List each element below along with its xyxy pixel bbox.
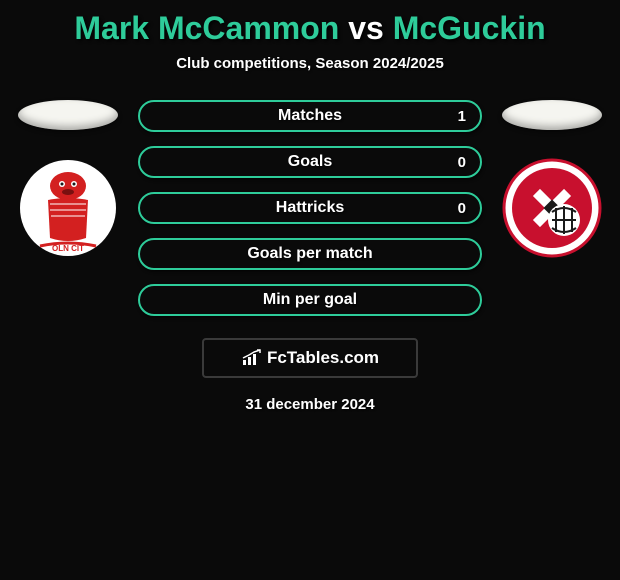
subtitle: Club competitions, Season 2024/2025 xyxy=(0,55,620,72)
lincoln-crest-icon: OLN CIT xyxy=(18,158,118,258)
player1-name: Mark McCammon xyxy=(74,10,339,46)
right-club-crest xyxy=(502,158,602,258)
right-head-silhouette xyxy=(502,100,602,130)
vs-label: vs xyxy=(348,10,384,46)
stats-column: Matches 1 Goals 0 Hattricks 0 Goals per match M… xyxy=(128,100,492,316)
stat-pill: Min per goal xyxy=(138,284,482,316)
stat-label: Goals xyxy=(288,153,332,171)
stat-right-value: 1 xyxy=(446,108,466,125)
stat-label: Min per goal xyxy=(263,291,357,309)
stat-right-value: 0 xyxy=(446,154,466,171)
rotherham-crest-icon xyxy=(502,158,602,258)
left-club-crest: OLN CIT xyxy=(18,158,118,258)
right-side xyxy=(492,100,612,258)
stat-label: Goals per match xyxy=(247,245,372,263)
stat-pill: Goals per match xyxy=(138,238,482,270)
logo-text: FcTables.com xyxy=(267,348,379,368)
left-head-silhouette xyxy=(18,100,118,130)
stat-label: Matches xyxy=(278,107,342,125)
fctables-logo[interactable]: FcTables.com xyxy=(202,338,418,378)
stat-label: Hattricks xyxy=(276,199,344,217)
comparison-card: Mark McCammon vs McGuckin Club competiti… xyxy=(0,0,620,413)
stat-pill: Matches 1 xyxy=(138,100,482,132)
svg-text:OLN CIT: OLN CIT xyxy=(52,244,84,253)
stat-right-value: 0 xyxy=(446,200,466,217)
left-side: OLN CIT xyxy=(8,100,128,258)
main-row: OLN CIT Matches 1 Goals 0 Hattricks 0 Goals pe… xyxy=(0,100,620,316)
page-title: Mark McCammon vs McGuckin xyxy=(0,10,620,47)
date-label: 31 december 2024 xyxy=(0,396,620,413)
chart-icon xyxy=(241,349,263,367)
stat-pill: Goals 0 xyxy=(138,146,482,178)
stat-pill: Hattricks 0 xyxy=(138,192,482,224)
player2-name: McGuckin xyxy=(393,10,546,46)
